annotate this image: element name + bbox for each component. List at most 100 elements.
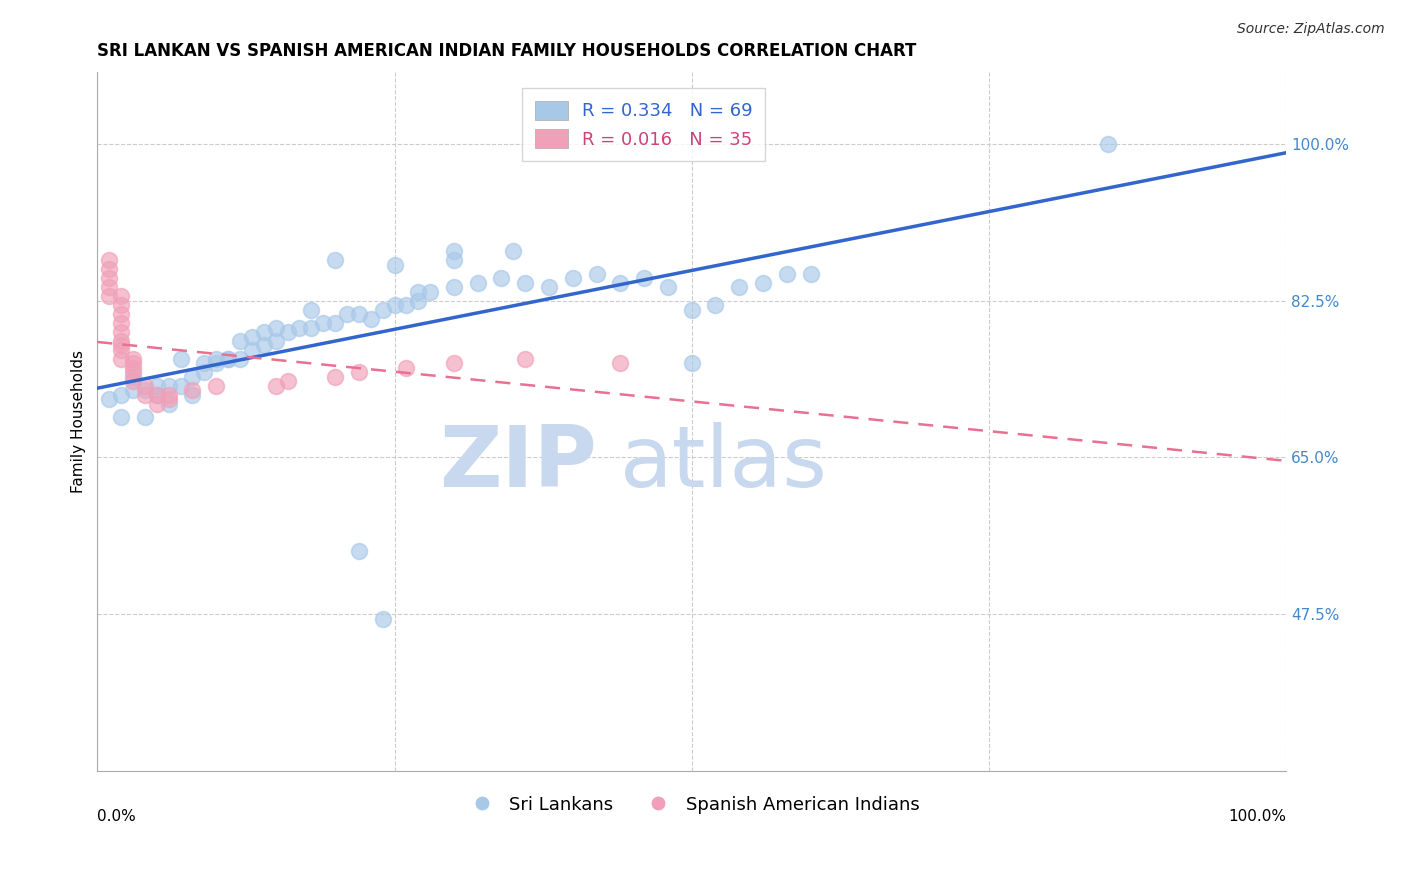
Point bbox=[681, 302, 703, 317]
Point bbox=[799, 267, 821, 281]
Point bbox=[98, 262, 121, 277]
Point bbox=[229, 351, 252, 366]
Point bbox=[122, 351, 145, 366]
Point bbox=[360, 311, 382, 326]
Point bbox=[609, 356, 631, 370]
Point bbox=[110, 325, 132, 339]
Point bbox=[110, 343, 132, 357]
Point bbox=[312, 316, 335, 330]
Point bbox=[110, 410, 132, 425]
Point bbox=[336, 307, 359, 321]
Point bbox=[443, 244, 465, 259]
Point bbox=[98, 289, 121, 303]
Point bbox=[205, 356, 228, 370]
Point bbox=[181, 387, 204, 401]
Point bbox=[467, 276, 489, 290]
Point bbox=[299, 320, 322, 334]
Point bbox=[229, 334, 252, 348]
Point bbox=[193, 365, 215, 379]
Point bbox=[181, 369, 204, 384]
Point bbox=[157, 392, 180, 407]
Point bbox=[110, 316, 132, 330]
Point bbox=[98, 280, 121, 294]
Point bbox=[384, 298, 406, 312]
Text: Source: ZipAtlas.com: Source: ZipAtlas.com bbox=[1237, 22, 1385, 37]
Point bbox=[98, 392, 121, 407]
Point bbox=[98, 271, 121, 285]
Point bbox=[169, 378, 191, 392]
Point bbox=[264, 334, 287, 348]
Point bbox=[515, 351, 537, 366]
Point bbox=[419, 285, 441, 299]
Point bbox=[181, 383, 204, 397]
Point bbox=[704, 298, 727, 312]
Point bbox=[205, 378, 228, 392]
Point bbox=[110, 289, 132, 303]
Point bbox=[502, 244, 524, 259]
Point bbox=[122, 356, 145, 370]
Point bbox=[122, 374, 145, 388]
Point bbox=[169, 351, 191, 366]
Point bbox=[240, 343, 263, 357]
Point bbox=[110, 307, 132, 321]
Text: ZIP: ZIP bbox=[439, 422, 596, 505]
Point bbox=[253, 325, 276, 339]
Point bbox=[515, 276, 537, 290]
Point bbox=[491, 271, 513, 285]
Point bbox=[585, 267, 607, 281]
Point bbox=[681, 356, 703, 370]
Point bbox=[217, 351, 239, 366]
Point bbox=[288, 320, 311, 334]
Point bbox=[443, 280, 465, 294]
Point bbox=[264, 378, 287, 392]
Point bbox=[537, 280, 560, 294]
Point bbox=[277, 374, 299, 388]
Point bbox=[371, 302, 394, 317]
Point bbox=[157, 387, 180, 401]
Point bbox=[443, 253, 465, 268]
Legend: Sri Lankans, Spanish American Indians: Sri Lankans, Spanish American Indians bbox=[457, 789, 927, 821]
Point bbox=[561, 271, 583, 285]
Point bbox=[110, 338, 132, 352]
Point bbox=[110, 334, 132, 348]
Point bbox=[134, 378, 156, 392]
Text: 0.0%: 0.0% bbox=[97, 809, 136, 824]
Point bbox=[110, 351, 132, 366]
Point bbox=[323, 369, 346, 384]
Point bbox=[253, 338, 276, 352]
Point bbox=[395, 360, 418, 375]
Point bbox=[146, 397, 169, 411]
Point bbox=[347, 544, 370, 558]
Point bbox=[633, 271, 655, 285]
Point bbox=[776, 267, 799, 281]
Point bbox=[122, 369, 145, 384]
Text: 100.0%: 100.0% bbox=[1227, 809, 1286, 824]
Point bbox=[752, 276, 775, 290]
Point bbox=[347, 365, 370, 379]
Text: atlas: atlas bbox=[620, 422, 828, 505]
Point bbox=[146, 387, 169, 401]
Point bbox=[98, 253, 121, 268]
Point bbox=[157, 378, 180, 392]
Point bbox=[443, 356, 465, 370]
Point bbox=[323, 316, 346, 330]
Point bbox=[217, 351, 239, 366]
Point bbox=[384, 258, 406, 272]
Point bbox=[657, 280, 679, 294]
Point bbox=[134, 383, 156, 397]
Point bbox=[1097, 136, 1119, 151]
Point bbox=[146, 387, 169, 401]
Point bbox=[146, 378, 169, 392]
Text: SRI LANKAN VS SPANISH AMERICAN INDIAN FAMILY HOUSEHOLDS CORRELATION CHART: SRI LANKAN VS SPANISH AMERICAN INDIAN FA… bbox=[97, 42, 917, 60]
Point bbox=[609, 276, 631, 290]
Point bbox=[240, 329, 263, 343]
Point bbox=[264, 320, 287, 334]
Point bbox=[110, 298, 132, 312]
Point bbox=[122, 360, 145, 375]
Point bbox=[347, 307, 370, 321]
Point bbox=[728, 280, 751, 294]
Point bbox=[406, 285, 429, 299]
Point bbox=[110, 387, 132, 401]
Point bbox=[395, 298, 418, 312]
Point bbox=[134, 387, 156, 401]
